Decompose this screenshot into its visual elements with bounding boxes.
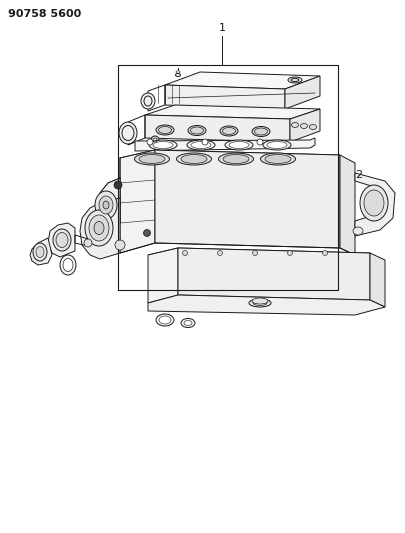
Polygon shape — [148, 248, 177, 303]
Ellipse shape — [287, 77, 301, 83]
Ellipse shape — [33, 243, 47, 261]
Circle shape — [287, 251, 292, 255]
Polygon shape — [284, 76, 319, 109]
Ellipse shape — [220, 126, 237, 136]
Polygon shape — [30, 238, 52, 265]
Circle shape — [217, 251, 222, 255]
Ellipse shape — [228, 141, 248, 149]
Circle shape — [147, 139, 153, 145]
Ellipse shape — [56, 232, 68, 247]
Text: 2: 2 — [354, 170, 361, 180]
Ellipse shape — [89, 215, 109, 241]
Ellipse shape — [103, 201, 109, 209]
Ellipse shape — [175, 71, 179, 73]
Ellipse shape — [352, 227, 362, 235]
Polygon shape — [120, 150, 339, 163]
Circle shape — [202, 139, 207, 145]
Ellipse shape — [252, 301, 266, 305]
Ellipse shape — [63, 259, 73, 271]
Ellipse shape — [300, 124, 307, 128]
Ellipse shape — [99, 196, 113, 214]
Polygon shape — [164, 85, 284, 109]
Ellipse shape — [262, 140, 290, 150]
Ellipse shape — [222, 155, 248, 164]
Polygon shape — [164, 72, 319, 89]
Polygon shape — [354, 173, 394, 236]
Polygon shape — [98, 178, 120, 228]
Ellipse shape — [183, 320, 192, 326]
Polygon shape — [145, 115, 289, 142]
Ellipse shape — [176, 153, 211, 165]
Polygon shape — [48, 223, 75, 257]
Ellipse shape — [175, 74, 180, 77]
Ellipse shape — [218, 153, 253, 165]
Polygon shape — [155, 150, 339, 248]
Ellipse shape — [139, 155, 164, 164]
Circle shape — [151, 136, 159, 144]
Ellipse shape — [85, 210, 113, 246]
Ellipse shape — [252, 298, 267, 304]
Circle shape — [143, 230, 150, 237]
Ellipse shape — [252, 126, 269, 136]
Polygon shape — [80, 198, 120, 259]
Ellipse shape — [309, 125, 316, 130]
Polygon shape — [289, 109, 319, 142]
Polygon shape — [145, 105, 319, 119]
Ellipse shape — [187, 140, 215, 150]
Circle shape — [84, 239, 92, 247]
Polygon shape — [339, 155, 354, 255]
Polygon shape — [148, 248, 369, 260]
Circle shape — [252, 251, 257, 255]
Circle shape — [114, 181, 121, 189]
Ellipse shape — [224, 140, 252, 150]
Text: 90758 5600: 90758 5600 — [8, 9, 81, 19]
Polygon shape — [148, 295, 384, 315]
Circle shape — [115, 240, 125, 250]
Polygon shape — [120, 150, 155, 253]
Ellipse shape — [53, 229, 71, 251]
Ellipse shape — [141, 93, 155, 109]
Ellipse shape — [94, 222, 104, 235]
Ellipse shape — [359, 185, 387, 221]
Ellipse shape — [181, 319, 194, 327]
Ellipse shape — [36, 246, 44, 257]
Polygon shape — [369, 253, 384, 307]
Ellipse shape — [159, 316, 171, 324]
Ellipse shape — [248, 299, 270, 307]
Ellipse shape — [363, 190, 383, 216]
Ellipse shape — [291, 123, 298, 127]
Ellipse shape — [119, 122, 136, 144]
Ellipse shape — [266, 141, 286, 149]
Ellipse shape — [149, 140, 177, 150]
Ellipse shape — [95, 191, 117, 219]
Ellipse shape — [264, 155, 290, 164]
Polygon shape — [177, 248, 369, 300]
Ellipse shape — [260, 153, 295, 165]
Ellipse shape — [181, 155, 207, 164]
Circle shape — [322, 251, 327, 255]
Ellipse shape — [60, 255, 76, 275]
Ellipse shape — [134, 153, 169, 165]
Text: 1: 1 — [218, 23, 225, 33]
Ellipse shape — [156, 314, 174, 326]
Polygon shape — [135, 138, 314, 151]
Ellipse shape — [156, 125, 174, 135]
Circle shape — [256, 139, 262, 145]
Circle shape — [182, 251, 187, 255]
Ellipse shape — [153, 141, 173, 149]
Ellipse shape — [188, 125, 205, 135]
Ellipse shape — [190, 141, 211, 149]
